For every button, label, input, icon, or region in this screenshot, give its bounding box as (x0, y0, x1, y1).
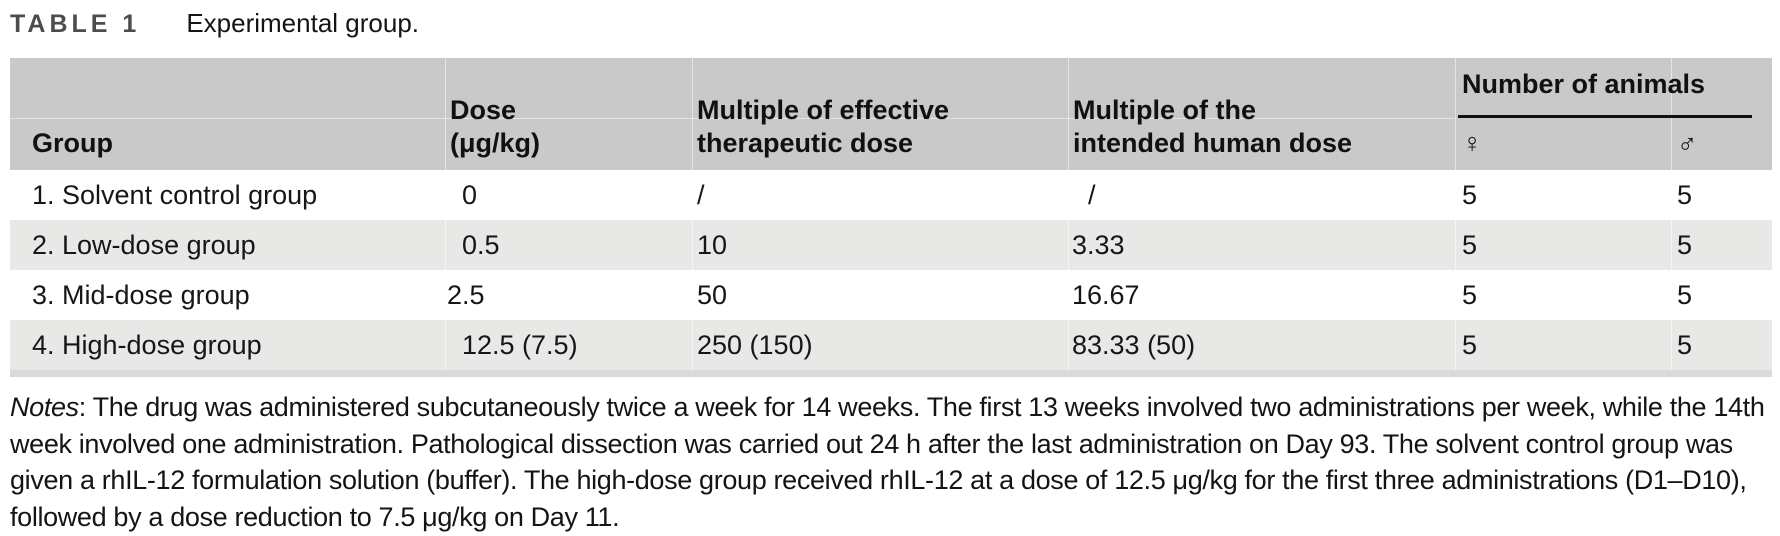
cell-multiple-human: 3.33 (1068, 220, 1455, 270)
notes-text: : The drug was administered subcutaneous… (10, 392, 1765, 532)
cell-multiple-effective: 10 (692, 220, 1068, 270)
cell-multiple-effective: / (697, 180, 705, 210)
male-symbol-icon: ♂ (1677, 128, 1698, 158)
table-caption: TABLE 1 Experimental group. (10, 8, 419, 39)
cell-dose: 0.5 (445, 220, 692, 270)
header-divider (1068, 58, 1069, 170)
header-divider (1671, 58, 1672, 170)
table-row: 1. Solvent control group 0 / / 5 5 (10, 170, 1772, 220)
table-row: 2. Low-dose group 0.5 10 3.33 5 5 (10, 220, 1772, 270)
col-header-multiple-human: Multiple of the intended human dose (1073, 95, 1353, 158)
col-group-header-number-of-animals: Number of animals (1462, 69, 1706, 99)
cell-dose: 12.5 (7.5) (445, 320, 692, 370)
table-notes: Notes: The drug was administered subcuta… (10, 389, 1774, 535)
cell-group: 2. Low-dose group (32, 230, 256, 260)
col-header-group: Group (32, 128, 113, 158)
cell-group: 3. Mid-dose group (32, 280, 250, 310)
cell-female-count: 5 (1462, 280, 1478, 310)
notes-label: Notes (10, 392, 79, 422)
cell-group: 1. Solvent control group (32, 180, 318, 210)
cell-dose: 2.5 (447, 280, 485, 310)
cell-female-count: 5 (1455, 320, 1671, 370)
cell-female-count: 5 (1462, 180, 1478, 210)
female-symbol-icon: ♀ (1462, 128, 1483, 158)
cell-male-count: 5 (1677, 280, 1693, 310)
table-row: 4. High-dose group 12.5 (7.5) 250 (150) … (10, 320, 1772, 370)
cell-female-count: 5 (1455, 220, 1671, 270)
col-header-dose: Dose (μg/kg) (450, 95, 541, 158)
header-row-divider (10, 118, 1455, 119)
cell-multiple-effective: 250 (150) (692, 320, 1068, 370)
cell-multiple-human: / (1088, 180, 1096, 210)
col-header-multiple-effective: Multiple of effective therapeutic dose (697, 95, 950, 158)
table-row: 3. Mid-dose group 2.5 50 16.67 5 5 (10, 270, 1772, 320)
table-title: Experimental group. (186, 8, 420, 38)
header-divider (1455, 58, 1456, 170)
cell-multiple-effective: 50 (697, 280, 728, 310)
header-divider (692, 58, 693, 170)
cell-group: 4. High-dose group (32, 330, 262, 360)
table-number-label: TABLE 1 (10, 10, 141, 38)
number-of-animals-underline (1458, 115, 1752, 118)
experimental-group-table: Group Dose (μg/kg) Multiple of effective… (10, 58, 1772, 377)
cell-dose: 0 (462, 180, 478, 210)
table-header: Group Dose (μg/kg) Multiple of effective… (10, 58, 1772, 170)
table-bottom-border (10, 370, 1772, 377)
cell-multiple-human: 83.33 (50) (1068, 320, 1455, 370)
header-divider (445, 58, 446, 170)
cell-multiple-human: 16.67 (1072, 280, 1140, 310)
cell-male-count: 5 (1671, 220, 1772, 270)
cell-male-count: 5 (1671, 320, 1772, 370)
cell-male-count: 5 (1677, 180, 1693, 210)
